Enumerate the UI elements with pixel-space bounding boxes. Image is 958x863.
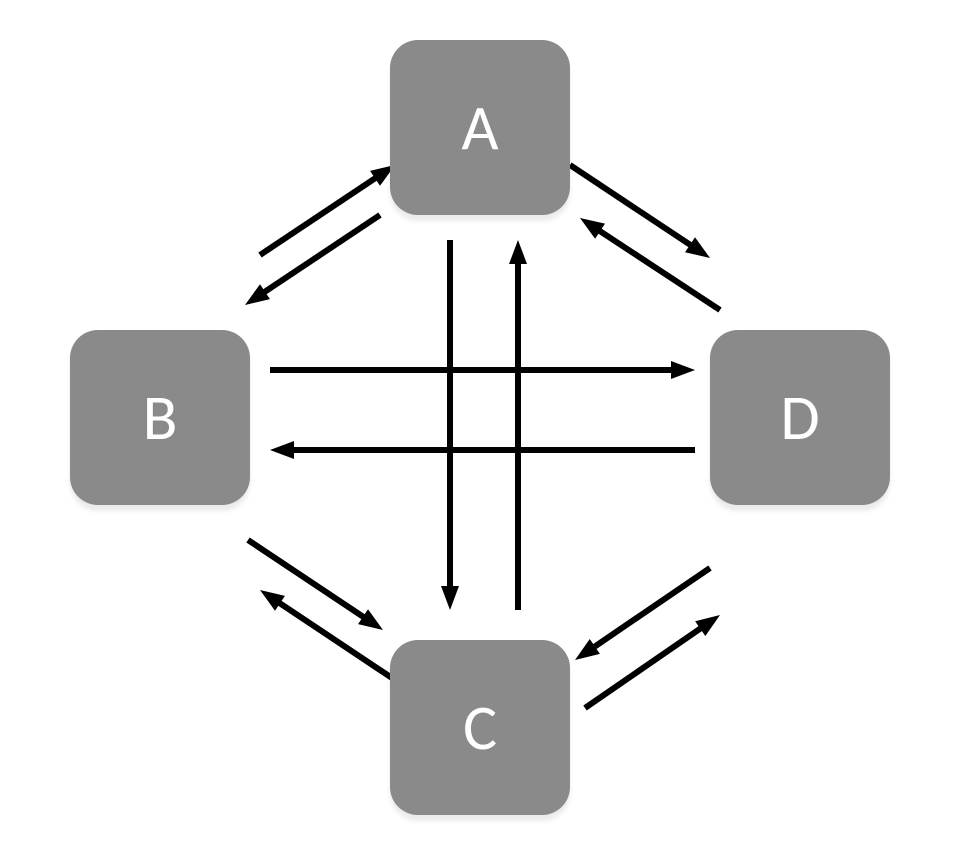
node-c: C [390,640,570,815]
edge-10 [441,240,459,610]
edge-0 [260,165,395,255]
node-label-c: C [463,689,497,767]
node-label-b: B [143,379,178,457]
edge-11 [509,240,527,610]
edge-1 [245,215,380,305]
node-label-a: A [461,89,498,167]
edge-4 [248,540,383,630]
node-a: A [390,40,570,215]
node-b: B [70,330,250,505]
edge-8 [270,361,695,379]
node-label-d: D [780,379,819,457]
edge-2 [570,165,710,258]
edge-9 [270,441,695,459]
edge-6 [575,568,710,660]
edge-5 [260,590,395,680]
edge-7 [585,615,720,708]
node-d: D [710,330,890,505]
diagram-canvas: A B C D [0,0,958,863]
edge-3 [580,218,720,310]
